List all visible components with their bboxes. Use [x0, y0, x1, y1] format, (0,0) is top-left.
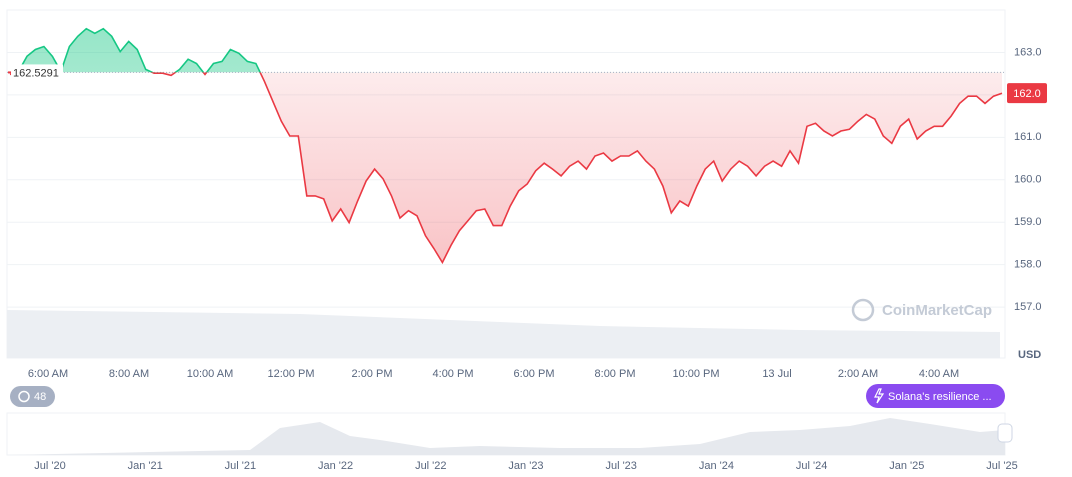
baseline-label-bg — [11, 64, 63, 81]
navigator-label: Jan '23 — [508, 460, 543, 472]
area-down — [10, 72, 1002, 263]
navigator-label: Jul '20 — [34, 460, 65, 472]
navigator-label: Jul '22 — [415, 460, 446, 472]
x-tick-label: 8:00 PM — [595, 368, 636, 380]
navigator-area — [7, 418, 1005, 455]
line-up — [13, 27, 262, 73]
x-tick-label: 8:00 AM — [109, 368, 149, 380]
news-count: 48 — [34, 391, 46, 403]
news-count-badge[interactable]: 48 — [10, 386, 55, 407]
y-tick-label: 157.0 — [1014, 301, 1042, 313]
x-tick-label: 6:00 AM — [28, 368, 68, 380]
navigator-label: Jul '23 — [605, 460, 636, 472]
navigator-label: Jan '22 — [318, 460, 353, 472]
x-tick-label: 2:00 AM — [838, 368, 878, 380]
x-tick-label: 10:00 AM — [187, 368, 233, 380]
navigator-label: Jul '21 — [225, 460, 256, 472]
plot — [7, 27, 1005, 308]
x-tick-label: 4:00 PM — [433, 368, 474, 380]
x-tick-label: 2:00 PM — [352, 368, 393, 380]
y-tick-label: 163.0 — [1014, 46, 1042, 58]
baseline-label: 162.5291 — [13, 67, 59, 79]
news-headline: Solana's resilience ... — [888, 391, 992, 403]
watermark: CoinMarketCap — [851, 298, 992, 322]
navigator-label: Jul '24 — [796, 460, 827, 472]
y-tick-label: 161.0 — [1014, 131, 1042, 143]
y-tick-label: 158.0 — [1014, 259, 1042, 271]
watermark-text: CoinMarketCap — [882, 302, 992, 319]
price-label: 162.0 — [1013, 88, 1041, 100]
x-tick-label: 10:00 PM — [672, 368, 719, 380]
x-tick-label: 4:00 AM — [919, 368, 959, 380]
x-tick-label: 12:00 PM — [267, 368, 314, 380]
price-badge — [1007, 83, 1047, 104]
y-tick-label: 160.0 — [1014, 174, 1042, 186]
line-down — [9, 72, 1003, 265]
news-badge[interactable]: Solana's resilience ... — [866, 384, 1005, 408]
x-tick-label: 13 Jul — [762, 368, 791, 380]
navigator-label: Jan '25 — [889, 460, 924, 472]
area-up — [10, 28, 1002, 73]
volume-band — [7, 310, 1000, 358]
navigator-label: Jan '24 — [699, 460, 734, 472]
navigator-handle[interactable] — [997, 423, 1013, 443]
navigator-label: Jul '25 — [986, 460, 1017, 472]
currency-label: USD — [1018, 349, 1041, 361]
navigator-label: Jan '21 — [128, 460, 163, 472]
x-tick-label: 6:00 PM — [514, 368, 555, 380]
y-tick-label: 159.0 — [1014, 216, 1042, 228]
